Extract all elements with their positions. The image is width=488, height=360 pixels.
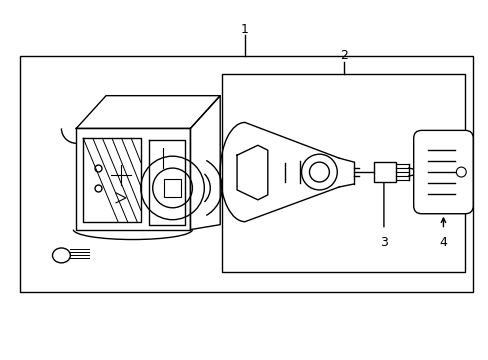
Polygon shape — [76, 129, 190, 230]
Polygon shape — [190, 96, 220, 230]
Text: 3: 3 — [379, 236, 387, 249]
Polygon shape — [76, 96, 220, 129]
Text: 4: 4 — [439, 236, 447, 249]
Text: 2: 2 — [340, 49, 347, 63]
Ellipse shape — [52, 248, 70, 263]
FancyBboxPatch shape — [413, 130, 472, 214]
Bar — [373, 162, 395, 182]
Bar — [222, 74, 464, 272]
Bar — [163, 179, 181, 197]
Text: 1: 1 — [241, 23, 248, 36]
Bar — [20, 56, 472, 292]
